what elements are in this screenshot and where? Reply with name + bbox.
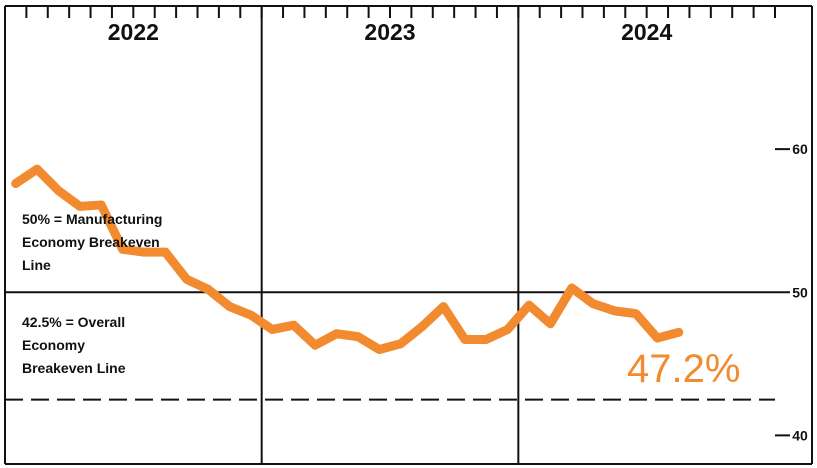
note-line: 42.5% = Overall: [22, 314, 125, 330]
reference-lines: [5, 291, 775, 401]
note-line: Economy Breakeven: [22, 234, 160, 250]
y-tick-label: 40: [792, 427, 808, 443]
note-line: 50% = Manufacturing: [22, 211, 162, 227]
note-line: Breakeven Line: [22, 360, 126, 376]
year-label: 2022: [108, 19, 159, 45]
series-layer: [11, 164, 684, 354]
note-line: Line: [22, 257, 51, 273]
y-tick-label: 60: [792, 141, 808, 157]
text-layer: 2022 2023 2024 40 50 60 50% = Manufacturing Eco…: [22, 19, 808, 443]
last-value-label: 47.2%: [627, 347, 740, 391]
year-label: 2023: [364, 19, 415, 45]
note-line: Economy: [22, 337, 85, 353]
pmi-series-line: [11, 164, 684, 354]
year-label: 2024: [621, 19, 672, 45]
overall-breakeven-note: 42.5% = Overall Economy Breakeven Line: [22, 314, 126, 376]
grid-layer: [4, 5, 813, 465]
manufacturing-breakeven-note: 50% = Manufacturing Economy Breakeven Line: [22, 211, 162, 273]
y-tick-label: 50: [792, 284, 808, 300]
